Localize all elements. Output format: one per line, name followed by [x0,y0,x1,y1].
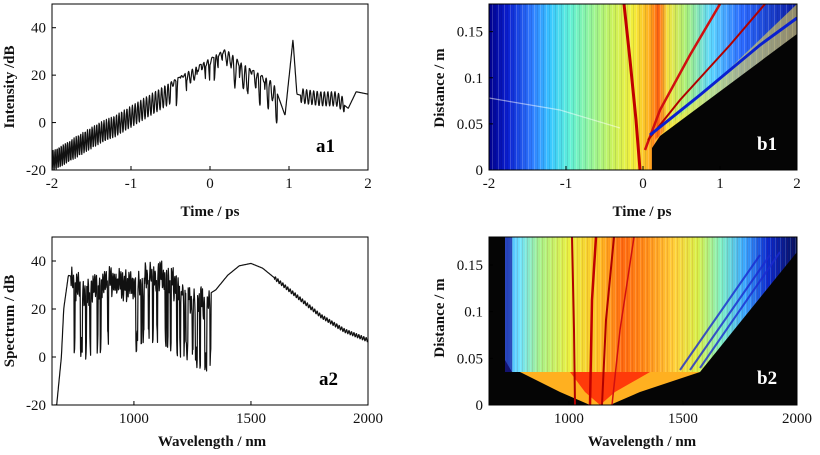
a2-x-ticks: 1000 1500 2000 [119,401,383,427]
b1-soliton-track-2 [643,4,722,151]
a2-y-tick-label: -20 [26,398,46,414]
b1-trajectory-blue [649,16,797,137]
b2-x-axis-label: Wavelength / nm [588,434,697,450]
a1-y-tick-label: -20 [26,163,46,179]
a1-y-ticks: -20 0 20 40 [26,21,56,179]
a2-y-tick-label: 40 [31,254,46,270]
b2-x-ticks: 1000 1500 2000 [554,401,812,427]
b2-filament-2 [588,237,598,405]
b2-axes-frame [488,236,798,406]
a2-x-tick-label: 1000 [119,411,149,427]
panel-a2: 1000 1500 2000 -20 0 20 40 Wavelength / nm Sp… [2,236,383,450]
b2-y-ticks: 0 0.05 0.1 0.15 [457,258,493,414]
b2-filament-4 [611,237,635,405]
panel-b1: -2 -1 0 1 2 0 0.05 0.1 0.15 Time / ps Distance … [432,3,801,220]
a1-y-tick-label: 0 [39,116,47,132]
b2-y-tick-label: 0.1 [464,305,483,321]
b1-y-axis-label: Distance / m [432,48,448,128]
b1-empty-region [652,34,797,170]
b2-filament-3 [601,237,615,405]
b1-x-tick-label: -2 [483,176,496,192]
b1-y-tick-label: 0 [476,163,484,179]
a2-y-tick-label: 0 [39,350,47,366]
a2-y-axis-label: Spectrum / dB [2,275,18,368]
a1-x-axis-label: Time / ps [181,204,240,220]
b2-filament-1 [571,237,576,405]
b2-dispersive-waves [679,251,781,371]
b2-y-tick-label: 0.15 [457,258,483,274]
a1-x-tick-label: 1 [285,176,293,192]
b1-soliton-track-3 [647,4,766,141]
a1-x-tick-label: -2 [46,176,59,192]
b1-soliton-track-1 [622,4,642,170]
a1-y-tick-label: 40 [31,21,46,37]
a1-x-tick-label: 2 [364,176,372,192]
b2-spectrum-fringes [505,237,797,372]
b2-x-tick-label: 1500 [668,411,698,427]
b1-faint-trace [489,97,621,129]
a1-x-tick-label: -1 [125,176,138,192]
a2-panel-tag: a2 [319,369,338,390]
a2-x-tick-label: 1500 [236,411,266,427]
b1-x-tick-label: 1 [716,176,724,192]
a1-x-tick-label: 0 [206,176,214,192]
b1-heatmap [489,4,797,170]
a2-spectrum-trace [54,260,368,405]
b2-x-tick-label: 2000 [782,411,812,427]
b1-x-axis-label: Time / ps [613,204,672,220]
a1-x-ticks: -2 -1 0 1 2 [46,166,372,192]
b2-heatmap [489,237,797,405]
b1-y-tick-label: 0.15 [457,25,483,41]
a2-y-ticks: -20 0 20 40 [26,254,56,414]
b1-x-tick-label: 2 [793,176,801,192]
b1-panel-tag: b1 [757,134,777,155]
a2-plot-area [54,260,368,405]
a1-y-tick-label: 20 [31,68,46,84]
a1-intensity-trace [52,39,368,170]
b2-y-axis-label: Distance / m [432,278,448,358]
b2-edge-blue [505,237,512,372]
b2-y-tick-label: 0 [476,398,484,414]
b1-x-tick-label: 0 [639,176,647,192]
a2-x-tick-label: 2000 [353,411,383,427]
a1-plot-area [52,39,368,170]
b1-y-tick-label: 0.05 [457,117,483,133]
b1-y-tick-label: 0.1 [464,71,483,87]
panel-a1: -2 -1 0 1 2 -20 0 20 40 Time / ps Intensity /dB… [2,3,372,220]
b1-y-ticks: 0 0.05 0.1 0.15 [457,25,493,179]
a2-y-tick-label: 20 [31,302,46,318]
b2-x-tick-label: 1000 [554,411,584,427]
panel-b2: 1000 1500 2000 0 0.05 0.1 0.15 Wavelength / n… [432,236,812,450]
b1-x-ticks: -2 -1 0 1 2 [483,166,801,192]
a1-panel-tag: a1 [316,136,335,157]
a2-axes-frame [51,236,369,406]
b1-x-tick-label: -1 [560,176,573,192]
b2-panel-tag: b2 [757,368,777,389]
b2-y-tick-label: 0.05 [457,351,483,367]
a2-x-axis-label: Wavelength / nm [158,434,267,450]
a1-y-axis-label: Intensity /dB [2,46,18,129]
